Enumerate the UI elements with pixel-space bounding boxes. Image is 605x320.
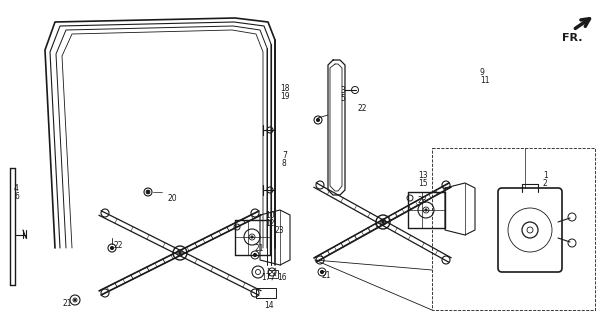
Circle shape <box>111 246 114 250</box>
Circle shape <box>146 190 150 194</box>
Circle shape <box>316 118 319 122</box>
Text: 21: 21 <box>322 270 332 279</box>
Text: 16: 16 <box>277 274 287 283</box>
Text: 4: 4 <box>14 183 19 193</box>
Circle shape <box>253 253 257 257</box>
Text: 2: 2 <box>543 179 548 188</box>
Text: 3: 3 <box>340 85 345 94</box>
Text: 19: 19 <box>280 92 290 100</box>
Text: 23: 23 <box>275 226 284 235</box>
Text: 18: 18 <box>280 84 290 92</box>
Circle shape <box>251 236 253 238</box>
Circle shape <box>425 209 427 211</box>
Text: 5: 5 <box>340 93 345 102</box>
Text: 10: 10 <box>265 211 275 220</box>
Circle shape <box>382 221 384 223</box>
Text: FR.: FR. <box>562 33 583 43</box>
Text: 22: 22 <box>358 103 367 113</box>
Text: 13: 13 <box>418 171 428 180</box>
Text: 7: 7 <box>282 150 287 159</box>
Text: 23: 23 <box>418 196 428 204</box>
Text: 20: 20 <box>168 194 178 203</box>
Circle shape <box>179 252 182 254</box>
Circle shape <box>321 270 324 274</box>
Text: 6: 6 <box>14 191 19 201</box>
Text: 9: 9 <box>480 68 485 76</box>
Text: 21: 21 <box>62 299 71 308</box>
Text: 11: 11 <box>480 76 489 84</box>
Text: 22: 22 <box>113 241 122 250</box>
Text: 15: 15 <box>418 179 428 188</box>
Text: 17: 17 <box>261 274 270 283</box>
Text: 8: 8 <box>282 158 287 167</box>
Text: 14: 14 <box>264 300 273 309</box>
Circle shape <box>74 299 76 301</box>
Text: 21: 21 <box>255 244 264 252</box>
Text: 12: 12 <box>265 219 275 228</box>
Text: 1: 1 <box>543 171 548 180</box>
